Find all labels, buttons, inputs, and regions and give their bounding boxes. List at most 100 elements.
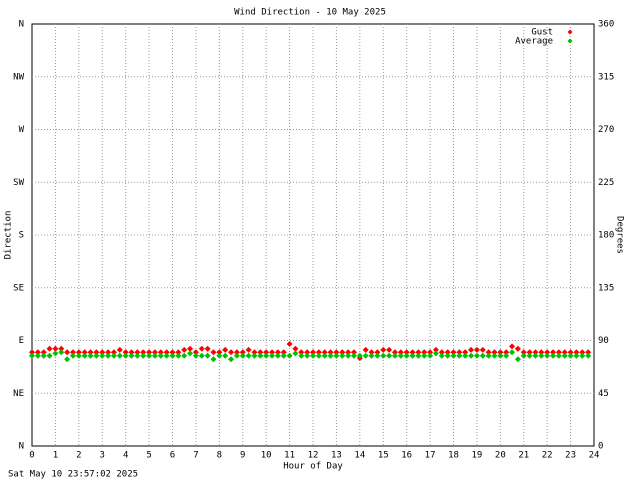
data-point xyxy=(175,352,182,359)
x-tick-label: 7 xyxy=(193,451,198,461)
data-point xyxy=(561,349,568,356)
data-point xyxy=(362,346,369,353)
footer-timestamp: Sat May 10 23:57:02 2025 xyxy=(8,470,138,480)
data-point xyxy=(550,349,557,356)
data-point xyxy=(567,352,574,359)
y-tick-label: NW xyxy=(13,72,24,82)
data-point xyxy=(532,352,539,359)
data-point xyxy=(163,349,170,356)
legend-marker xyxy=(567,38,573,44)
legend-marker xyxy=(567,29,573,35)
data-point xyxy=(58,349,65,356)
data-point xyxy=(509,349,516,356)
data-point xyxy=(421,352,428,359)
data-point xyxy=(222,346,229,353)
data-point xyxy=(514,345,521,352)
data-point xyxy=(233,352,240,359)
data-point xyxy=(251,349,258,356)
data-point xyxy=(239,352,246,359)
data-point xyxy=(415,352,422,359)
data-point xyxy=(64,356,71,363)
data-point xyxy=(163,352,170,359)
data-point xyxy=(52,345,59,352)
data-point xyxy=(99,352,106,359)
data-point xyxy=(286,352,293,359)
data-point xyxy=(520,349,527,356)
x-tick-label: 10 xyxy=(261,451,272,461)
data-point xyxy=(99,349,106,356)
y-axis-label: Direction xyxy=(4,211,14,260)
data-point xyxy=(356,352,363,359)
data-point xyxy=(110,352,117,359)
data-point xyxy=(532,349,539,356)
data-point xyxy=(468,346,475,353)
data-point xyxy=(257,349,264,356)
data-point xyxy=(269,349,276,356)
data-point xyxy=(368,349,375,356)
chart-title: Wind Direction - 10 May 2025 xyxy=(234,8,386,18)
data-point xyxy=(34,349,41,356)
data-point xyxy=(462,352,469,359)
data-point xyxy=(134,352,141,359)
legend-label: Average xyxy=(515,37,553,47)
data-point xyxy=(151,349,158,356)
data-point xyxy=(397,349,404,356)
data-point xyxy=(146,349,153,356)
data-point xyxy=(339,349,346,356)
data-point xyxy=(146,352,153,359)
data-point xyxy=(292,350,299,357)
data-point xyxy=(228,356,235,363)
data-point xyxy=(538,352,545,359)
x-tick-label: 5 xyxy=(146,451,151,461)
data-point xyxy=(286,341,293,348)
data-point xyxy=(87,349,94,356)
data-point xyxy=(333,349,340,356)
x-tick-label: 9 xyxy=(240,451,245,461)
data-point xyxy=(509,343,516,350)
y-tick-label: N xyxy=(19,20,24,30)
data-point xyxy=(520,352,527,359)
data-point xyxy=(450,349,457,356)
data-point xyxy=(263,352,270,359)
data-point xyxy=(310,349,316,356)
y2-tick-label: 315 xyxy=(598,72,614,82)
data-point xyxy=(497,352,504,359)
data-point xyxy=(192,352,199,359)
data-point xyxy=(456,352,463,359)
data-point xyxy=(321,352,328,359)
data-point xyxy=(298,352,305,359)
data-point xyxy=(503,349,510,356)
data-point xyxy=(374,352,381,359)
data-point xyxy=(432,350,439,357)
x-tick-label: 0 xyxy=(29,451,34,461)
data-point xyxy=(169,352,176,359)
x-tick-label: 1 xyxy=(53,451,58,461)
data-point xyxy=(333,352,340,359)
data-point xyxy=(157,352,164,359)
data-point xyxy=(310,352,316,359)
x-tick-label: 18 xyxy=(448,451,459,461)
y-tick-label: S xyxy=(19,231,24,241)
data-point xyxy=(228,349,235,356)
data-point xyxy=(192,349,199,356)
data-point xyxy=(432,346,439,353)
data-point xyxy=(233,349,240,356)
data-point xyxy=(187,350,194,357)
data-point xyxy=(304,352,311,359)
data-point xyxy=(438,349,445,356)
data-point xyxy=(485,352,492,359)
data-point xyxy=(46,345,53,352)
x-tick-label: 6 xyxy=(170,451,175,461)
data-point xyxy=(409,349,416,356)
data-point xyxy=(122,352,129,359)
data-point xyxy=(450,352,457,359)
data-point xyxy=(479,346,486,353)
legend-label: Gust xyxy=(531,28,553,38)
data-point xyxy=(362,352,369,359)
data-point xyxy=(198,352,205,359)
data-point xyxy=(468,352,475,359)
data-point xyxy=(503,352,510,359)
data-point xyxy=(251,352,258,359)
data-point xyxy=(514,356,521,363)
data-point xyxy=(579,352,586,359)
